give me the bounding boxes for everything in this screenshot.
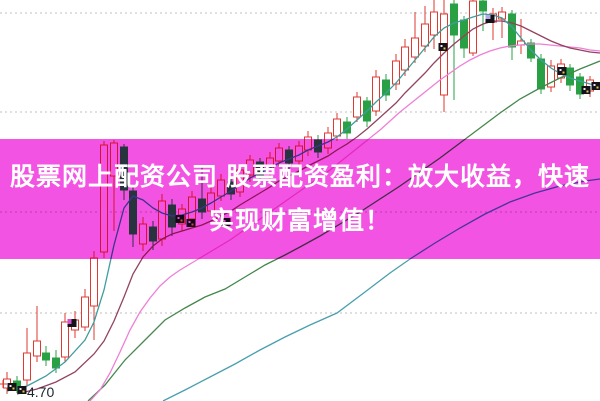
trade-marker-black [7,383,17,391]
trade-marker-black [557,67,567,75]
trade-marker-black-purple [485,15,495,23]
trade-marker-black [17,386,27,394]
price-label: 4.70 [27,384,54,400]
candle-down [450,0,458,100]
candle-down [576,73,584,99]
promo-banner-overlay [0,139,600,259]
candle-up [392,54,400,90]
candle-down [382,74,390,101]
trade-marker-red-cross [0,380,7,388]
candle-down [508,10,516,60]
promo-banner-line-2: 实现财富增值！ [208,207,391,235]
trade-marker-black-magenta [67,319,77,327]
trade-marker-black [438,43,448,51]
promo-banner: 股票网上配资公司 股票配资盈利：放大收益，快速 实现财富增值！ [0,139,600,259]
candle-up [81,289,89,331]
candle-down [52,350,60,373]
candle-up [440,0,448,112]
trade-marker-black [581,86,591,94]
trade-marker-black [591,82,600,90]
candle-up [547,60,555,92]
candle-up [372,70,380,116]
candle-up [498,7,506,38]
candle-down [42,346,50,366]
candle-up [401,39,409,76]
candle-down [343,117,351,139]
candle-down [479,0,487,31]
candle-up [61,313,69,362]
candle-up [23,328,31,386]
candle-up [411,12,419,63]
promo-banner-line-1: 股票网上配资公司 股票配资盈利：放大收益，快速 [10,163,590,191]
candle-up [430,0,438,49]
candle-up [421,6,429,52]
candle-up [353,92,361,122]
candle-up [33,306,41,362]
candle-down [363,97,371,127]
candle-up [517,19,525,54]
candle-down [460,16,468,58]
